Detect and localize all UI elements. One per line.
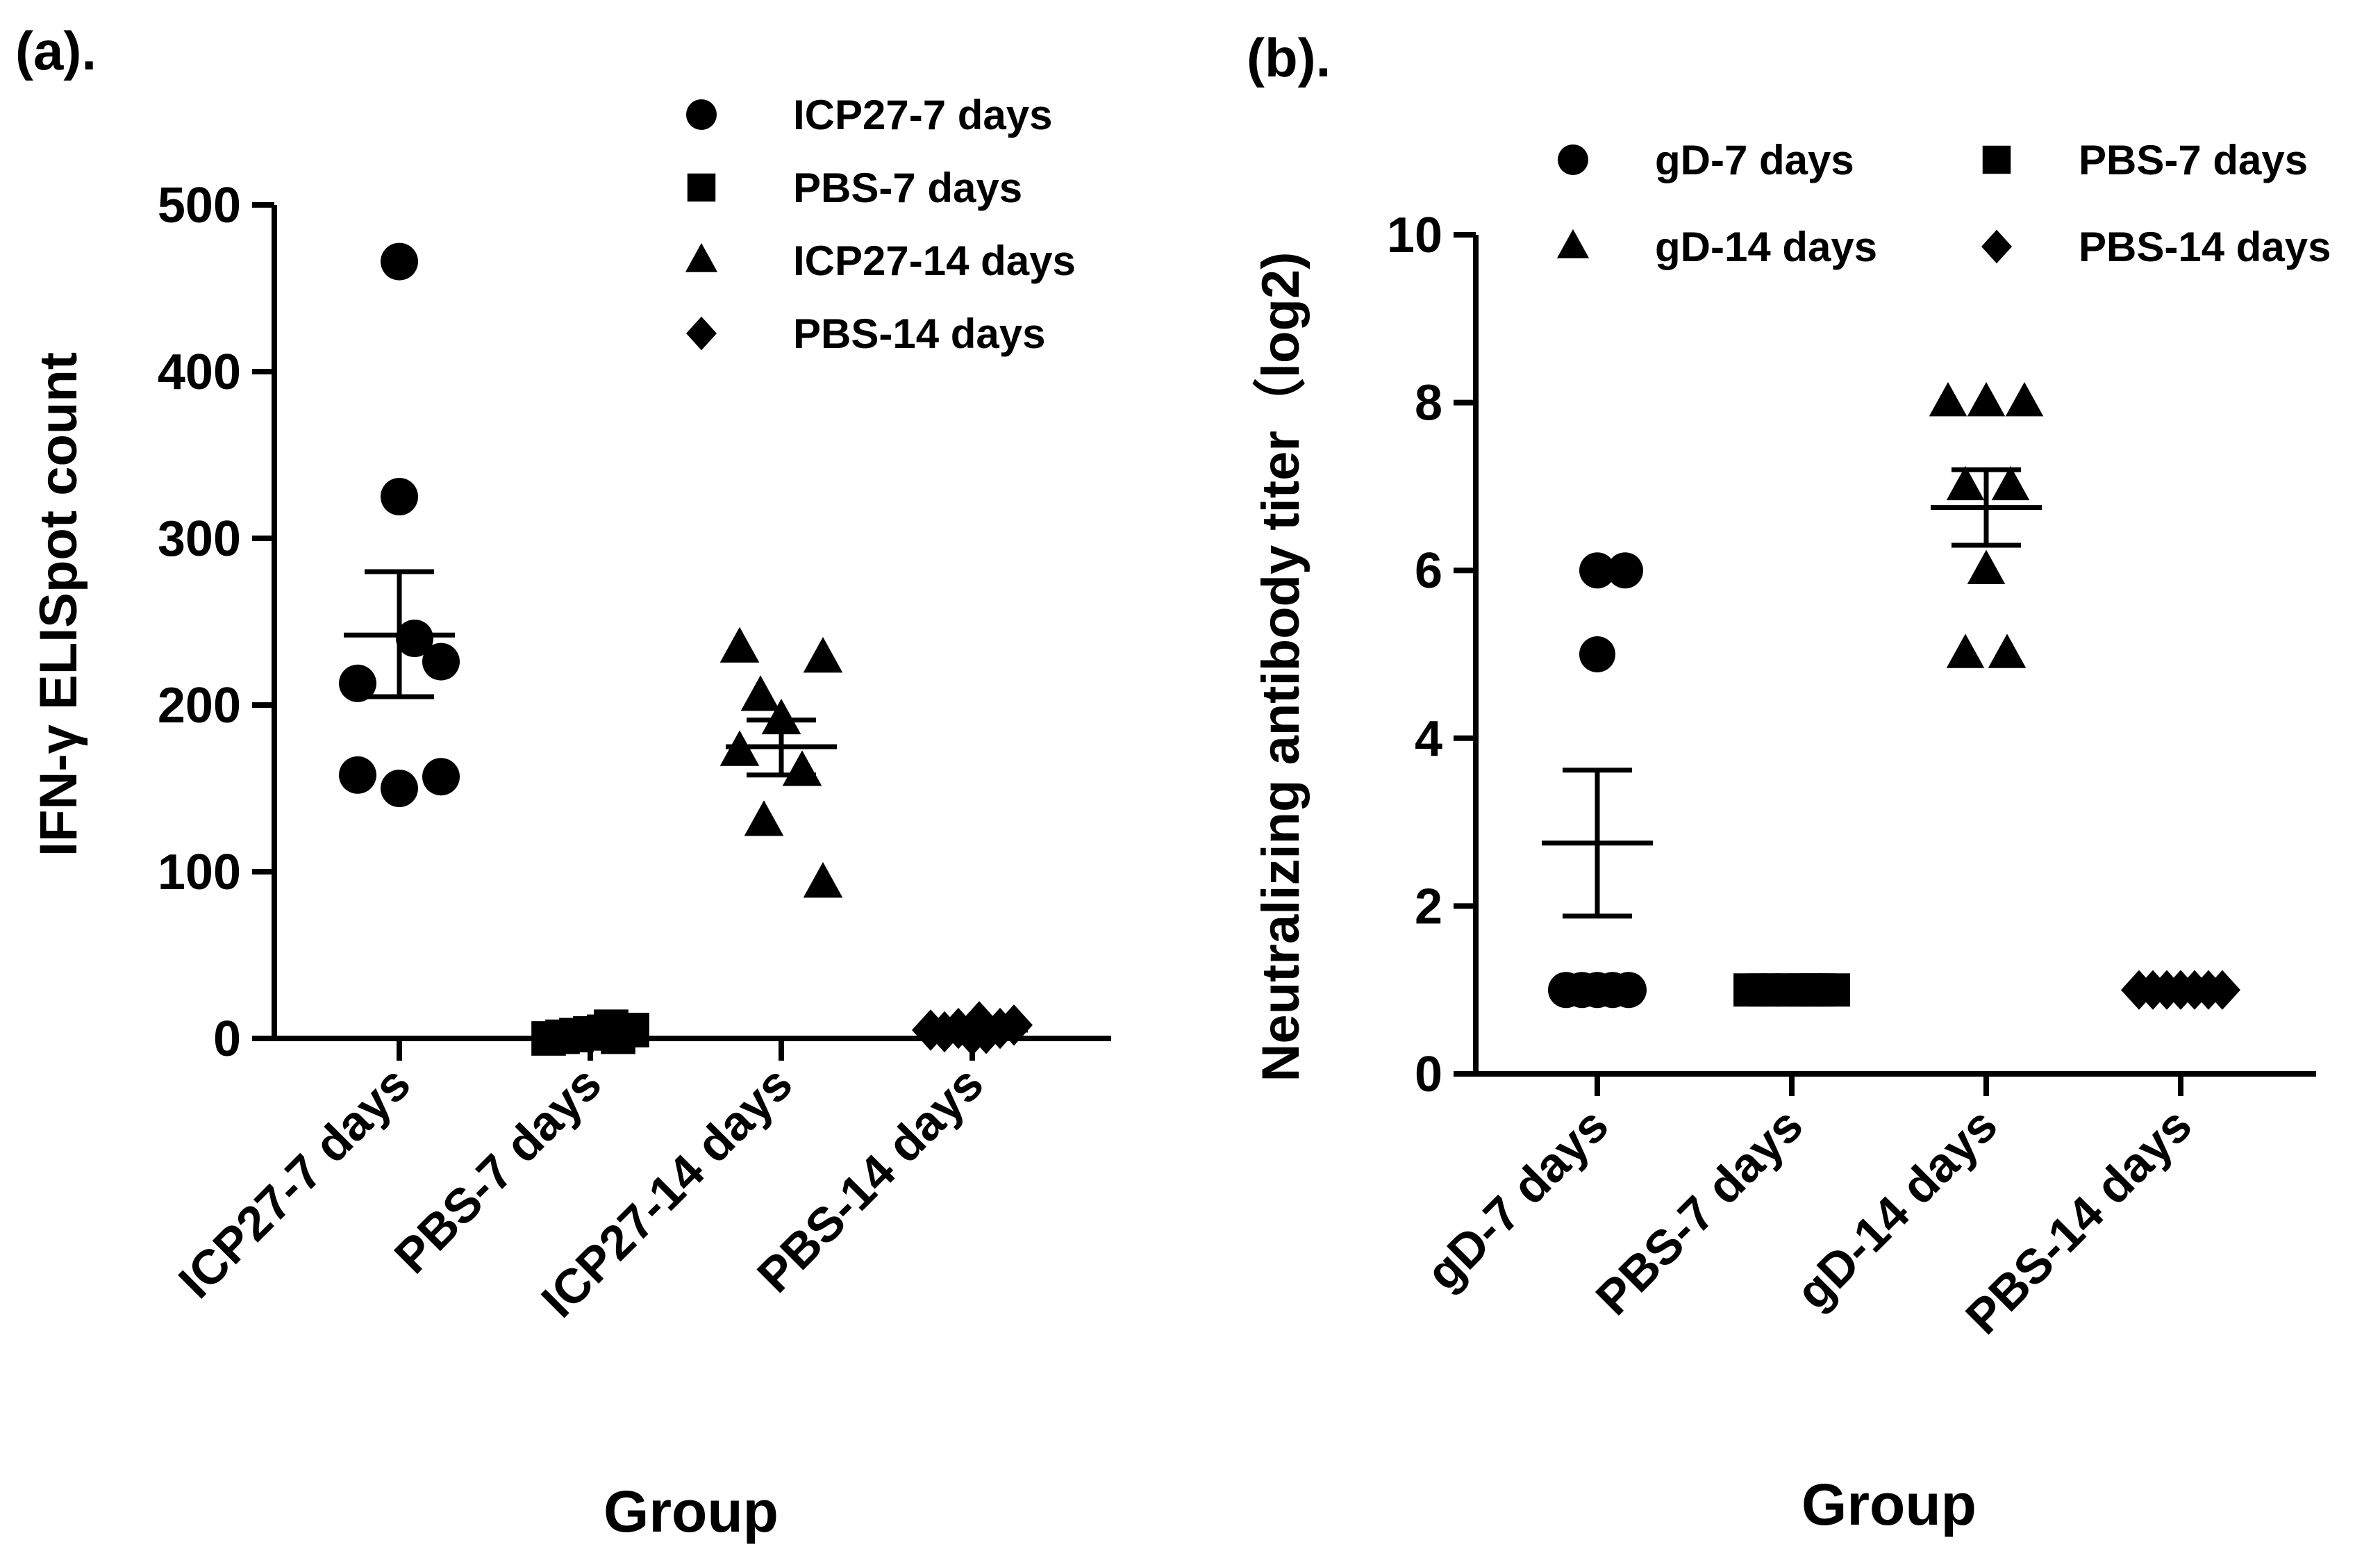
panel-a-x-tick-label: ICP27-7 days: [168, 1056, 420, 1308]
panel-a-legend-label: ICP27-7 days: [793, 92, 1053, 138]
panel-b-y-tick-label: 6: [1415, 543, 1442, 599]
panel-b-data-point: [1988, 633, 2027, 668]
panel-b-data-point: [1967, 381, 2006, 417]
panel-a-y-tick-label: 500: [158, 178, 241, 233]
panel-b-data-point: [1946, 465, 1985, 501]
panel-b-data-point: [1579, 552, 1615, 589]
panel-a-data-point: [339, 756, 376, 794]
panel-a-y-tick-label: 300: [158, 511, 241, 567]
panel-a-data-point: [744, 800, 784, 836]
panel-a-legend-label: ICP27-14 days: [793, 238, 1076, 284]
panel-a-data-point: [995, 1004, 1033, 1046]
panel-b-data-point: [1967, 549, 2006, 584]
panel-a-legend-marker: [686, 99, 717, 130]
panel-a-data-point: [719, 627, 760, 663]
panel-a-legend-marker: [687, 173, 716, 202]
panel-b-legend-marker: [1982, 145, 2011, 174]
panel-b-x-tick-label: PBS-7 days: [1586, 1097, 1813, 1325]
panel-a-data-point: [803, 862, 843, 898]
panel-b-chart: (b). Neutralizing antibody titer（log2) G…: [1247, 27, 2331, 1537]
panel-a-data-point: [422, 758, 460, 796]
panel-a-x-axis-label: Group: [604, 1479, 779, 1544]
panel-b-data-point: [1991, 465, 2030, 501]
panel-b-legend-label: gD-14 days: [1655, 224, 1877, 270]
panel-b-y-tick-label: 2: [1415, 879, 1442, 934]
panel-a-legend-marker: [685, 242, 718, 272]
panel-b-x-axis-label: Group: [1801, 1472, 1977, 1537]
panel-a-legend-label: PBS-14 days: [793, 310, 1046, 357]
panel-a-data-point: [782, 750, 822, 786]
panel-a-y-tick-label: 100: [158, 845, 241, 900]
panel-a-data-point: [422, 643, 460, 681]
panel-a-data-point: [339, 664, 376, 702]
panel-a-data-point: [381, 478, 418, 515]
panel-b-legend-label: gD-7 days: [1655, 137, 1854, 183]
panel-a-y-tick-label: 400: [158, 345, 241, 400]
panel-a-data-point: [803, 637, 843, 673]
panel-b-data-point: [1579, 636, 1615, 672]
panel-a-data-point: [761, 698, 801, 735]
panel-a-y-tick-label: 0: [213, 1011, 241, 1067]
panel-b-y-tick-label: 8: [1415, 376, 1442, 431]
panel-a-data-point: [381, 242, 418, 281]
panel-b-legend-marker: [1558, 144, 1588, 175]
panel-a-legend-label: PBS-7 days: [793, 165, 1022, 211]
panel-a-data-point: [740, 675, 781, 711]
panel-a-legend-marker: [686, 316, 717, 351]
panel-b-legend-label: PBS-14 days: [2079, 224, 2331, 270]
panel-b-data-point: [2005, 381, 2044, 417]
panel-a-data-point: [381, 770, 418, 807]
panel-b-data-point: [1607, 552, 1643, 589]
panel-b-y-tick-label: 4: [1415, 711, 1442, 767]
panel-b-legend-marker: [1556, 229, 1590, 258]
panel-b-legend-marker: [1981, 229, 2012, 264]
panel-b-legend-label: PBS-7 days: [2079, 137, 2308, 183]
panel-a-y-tick-label: 200: [158, 678, 241, 734]
panel-b-data-point: [1611, 972, 1647, 1009]
panel-b-y-tick-label: 0: [1415, 1047, 1442, 1102]
panel-b-y-axis-label: Neutralizing antibody titer（log2): [1251, 252, 1310, 1082]
panel-b-data-point: [1929, 381, 1967, 417]
panel-a-label: (a).: [15, 20, 97, 81]
panel-b-x-tick-label: gD-7 days: [1416, 1097, 1619, 1300]
panel-b-y-tick-label: 10: [1387, 208, 1442, 263]
panel-a-y-axis-label: IFN-γ ELISpot count: [29, 352, 88, 856]
panel-b-data-point: [1946, 633, 1985, 668]
panel-a-chart: (a). IFN-γ ELISpot count Group 0 100 200 30…: [15, 20, 1111, 1544]
panel-a-data-point: [396, 620, 433, 657]
panel-b-label: (b).: [1247, 27, 1331, 88]
